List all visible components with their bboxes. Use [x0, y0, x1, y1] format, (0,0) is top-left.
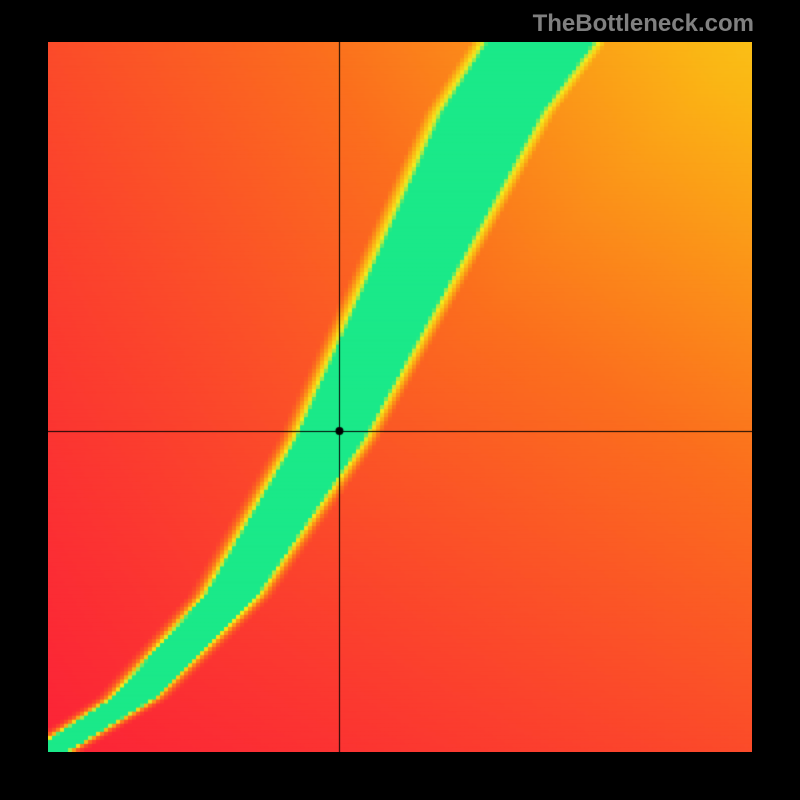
watermark-text: TheBottleneck.com [533, 10, 754, 38]
heatmap-chart [48, 42, 752, 752]
